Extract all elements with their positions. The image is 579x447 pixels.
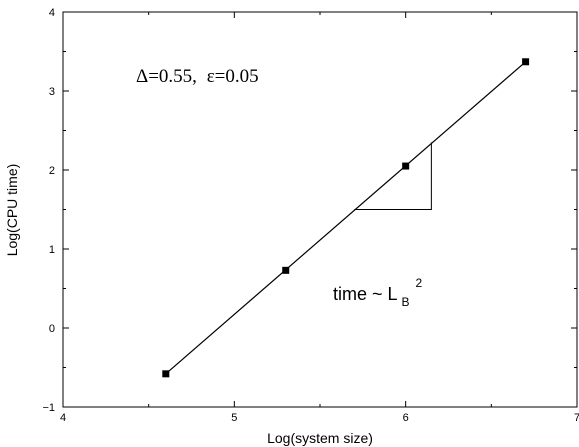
fit-line: [165, 61, 526, 375]
tick-labels: 4 5 6 7 −1 0 1 2 3 4: [42, 7, 579, 424]
x-tick-label: 5: [231, 412, 237, 424]
slope-triangle: [354, 142, 432, 210]
y-tick-label: 4: [49, 7, 55, 19]
data-point: [522, 58, 530, 66]
epsilon-param: ε=0.05: [207, 66, 259, 87]
scaling-main: time ~ L: [333, 284, 398, 304]
x-tick-label: 4: [60, 412, 66, 424]
data-point: [402, 162, 410, 170]
x-axis-label: Log(system size): [267, 430, 373, 446]
scaling-superscript: 2: [416, 276, 423, 290]
y-tick-label: −1: [42, 402, 55, 414]
x-tick-label: 7: [574, 412, 579, 424]
y-axis-label: Log(CPU time): [4, 164, 20, 257]
scaling-subscript: B: [402, 295, 410, 309]
ticks: [62, 11, 578, 408]
data-point: [162, 370, 170, 378]
x-tick-label: 6: [403, 412, 409, 424]
data-point: [282, 266, 290, 274]
y-tick-label: 1: [49, 244, 55, 256]
scaling-annotation: time ~ L B 2: [333, 276, 423, 310]
y-tick-label: 3: [49, 86, 55, 98]
params-annotation: Δ=0.55, ε=0.05: [136, 66, 259, 87]
data-markers: [162, 58, 530, 378]
y-tick-label: 0: [49, 323, 55, 335]
y-tick-label: 2: [49, 165, 55, 177]
delta-param: Δ=0.55,: [136, 66, 197, 87]
